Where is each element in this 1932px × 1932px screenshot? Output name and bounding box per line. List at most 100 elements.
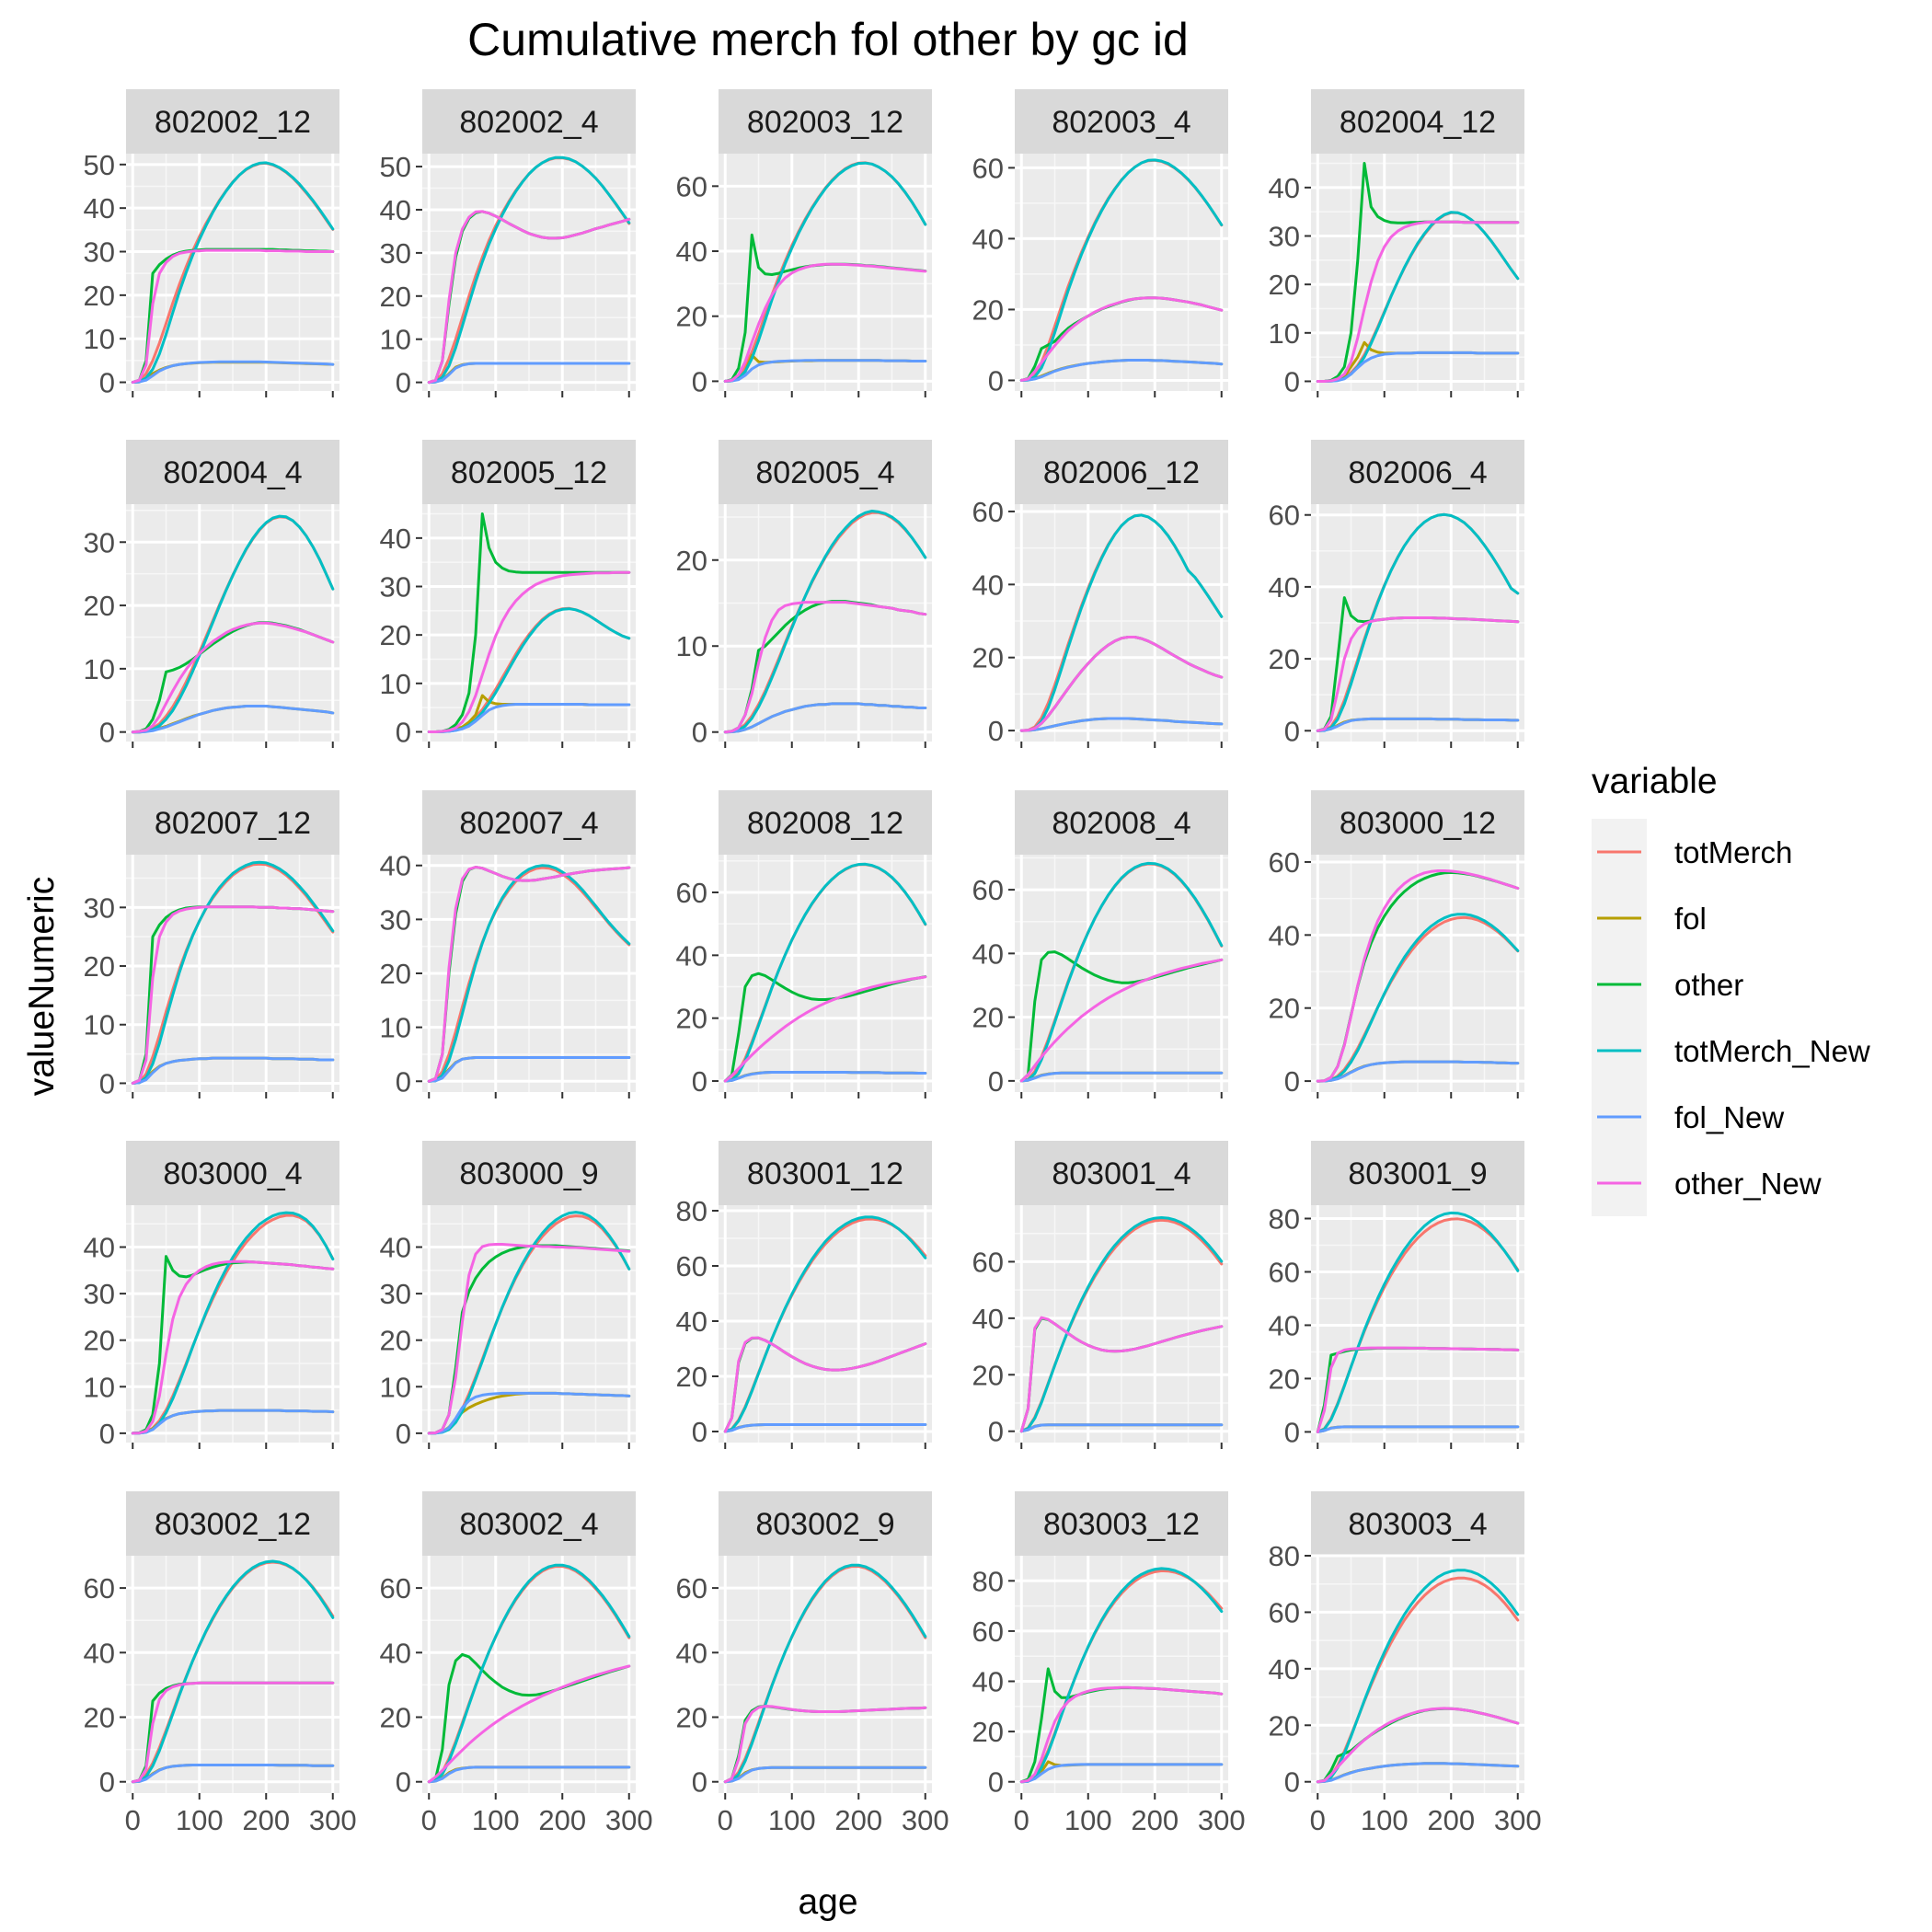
x-tick-label: 200 [242,1804,290,1836]
series-line-other_New [723,262,927,383]
facet-panel: 803001_4 0 20 40 60 [972,1141,1228,1449]
series-line-other_New [723,1705,927,1784]
y-tick-label: 20 [972,1002,1004,1034]
y-tick-label: 0 [396,716,411,748]
y-tick-label: 40 [380,523,411,555]
y-tick-label: 0 [1284,715,1300,747]
series-line-other_New [131,621,335,734]
series-line-fol_New [427,362,631,385]
facet-panel: 803001_12 0 20 40 60 80 [676,1141,932,1449]
y-tick-label: 20 [1269,993,1300,1025]
series-line-totMerch_New [427,1563,631,1784]
legend-key-background [1592,819,1647,1216]
facet-strip-label: 803000_9 [459,1156,598,1191]
y-tick-label: 80 [1269,1202,1300,1235]
y-tick-label: 40 [380,1637,411,1669]
series-line-fol_New [1019,1763,1224,1784]
chart-title: Cumulative merch fol other by gc id [467,14,1189,65]
y-tick-label: 0 [988,364,1004,397]
y-tick-label: 20 [84,950,115,983]
series-line-fol_New [723,1423,927,1433]
y-tick-label: 20 [380,1702,411,1734]
series-line-fol_New [723,359,927,383]
y-tick-label: 20 [380,958,411,990]
y-tick-label: 20 [1269,643,1300,675]
facet-panel: 802005_4 0 10 20 [676,440,932,749]
y-tick-label: 80 [1269,1540,1300,1572]
y-tick-label: 20 [380,1325,411,1357]
y-tick-label: 0 [692,1766,707,1799]
y-tick-label: 10 [380,1371,411,1403]
series-line-other_New [427,210,631,385]
series-line-totMerch_New [1019,1567,1224,1784]
facet-strip [422,1491,636,1556]
series-line-fol_New [427,1765,631,1784]
facet-panel: 802008_4 0 20 40 60 [972,790,1228,1098]
series-line-fol_New [1316,717,1520,732]
series-line-other_New [723,601,927,734]
y-tick-label: 0 [692,1065,707,1098]
x-tick-label: 0 [1014,1804,1029,1836]
series-line-fol_New [723,1765,927,1784]
x-tick-label: 300 [605,1804,653,1836]
y-tick-label: 20 [972,1359,1004,1391]
series-line-totMerch_New [1019,1216,1224,1433]
facet-strip [719,1141,932,1205]
facet-panel: 802007_4 0 10 20 30 40 [380,790,636,1098]
facet-strip [126,790,339,855]
y-tick-label: 20 [84,1702,115,1734]
series-line-fol_New [723,702,927,734]
y-tick-label: 20 [1269,1363,1300,1395]
y-tick-label: 10 [380,324,411,356]
series-line-totMerch_New [131,1211,335,1435]
series-line-totMerch_New [723,510,927,734]
series-line-other_New [1019,636,1224,732]
facet-strip-label: 802004_4 [163,455,302,490]
series-line-totMerch_New [1019,513,1224,732]
y-tick-label: 40 [972,1666,1004,1698]
x-tick-label: 200 [538,1804,586,1836]
series-line-fol_New [723,1071,927,1083]
y-tick-label: 40 [380,850,411,882]
facet-strip [1015,440,1228,504]
series-line-other_New [427,1243,631,1435]
facet-strip-label: 802003_12 [747,105,903,140]
facet-strip [126,89,339,154]
y-tick-label: 50 [380,151,411,183]
facet-panel: 802005_12 0 10 20 30 40 [380,440,636,748]
y-tick-label: 0 [99,1766,115,1799]
facet-panel: 802004_12 0 10 20 30 40 [1269,89,1524,397]
series-line-fol_New [1316,1060,1520,1083]
facet-strip [1311,89,1524,154]
x-tick-label: 200 [834,1804,882,1836]
y-tick-label: 60 [972,496,1004,528]
series-line-other_New [1316,1707,1520,1784]
series-line-fol_New [1019,717,1224,732]
y-tick-label: 20 [972,293,1004,326]
facet-strip-label: 802005_4 [755,455,894,490]
series-line-fol_New [131,1764,335,1784]
y-tick-label: 0 [988,1065,1004,1098]
facet-strip-label: 802007_12 [155,806,311,841]
facet-panel: 802002_4 0 10 20 30 40 50 [380,89,636,399]
facet-strip-label: 802003_4 [1052,105,1190,140]
series-line-totMerch_New [723,862,927,1083]
y-tick-label: 20 [84,590,115,622]
y-tick-label: 0 [692,365,707,397]
facet-panel: 802004_4 0 10 20 30 [84,440,339,749]
facet-strip-label: 803002_9 [755,1507,894,1542]
y-tick-label: 40 [380,1232,411,1264]
y-tick-label: 60 [1269,1256,1300,1288]
y-tick-label: 10 [84,323,115,355]
series-line-other_New [1316,1346,1520,1433]
y-tick-label: 10 [84,1009,115,1041]
series-line-totMerch_New [1316,1569,1520,1784]
y-tick-label: 60 [84,1572,115,1604]
series-line-totMerch_New [131,860,335,1085]
y-tick-label: 20 [1269,1709,1300,1742]
y-tick-label: 0 [988,1416,1004,1448]
legend-title: variable [1592,762,1718,801]
y-tick-label: 50 [84,149,115,181]
series-line-other_New [131,1681,335,1784]
y-tick-label: 60 [380,1572,411,1604]
